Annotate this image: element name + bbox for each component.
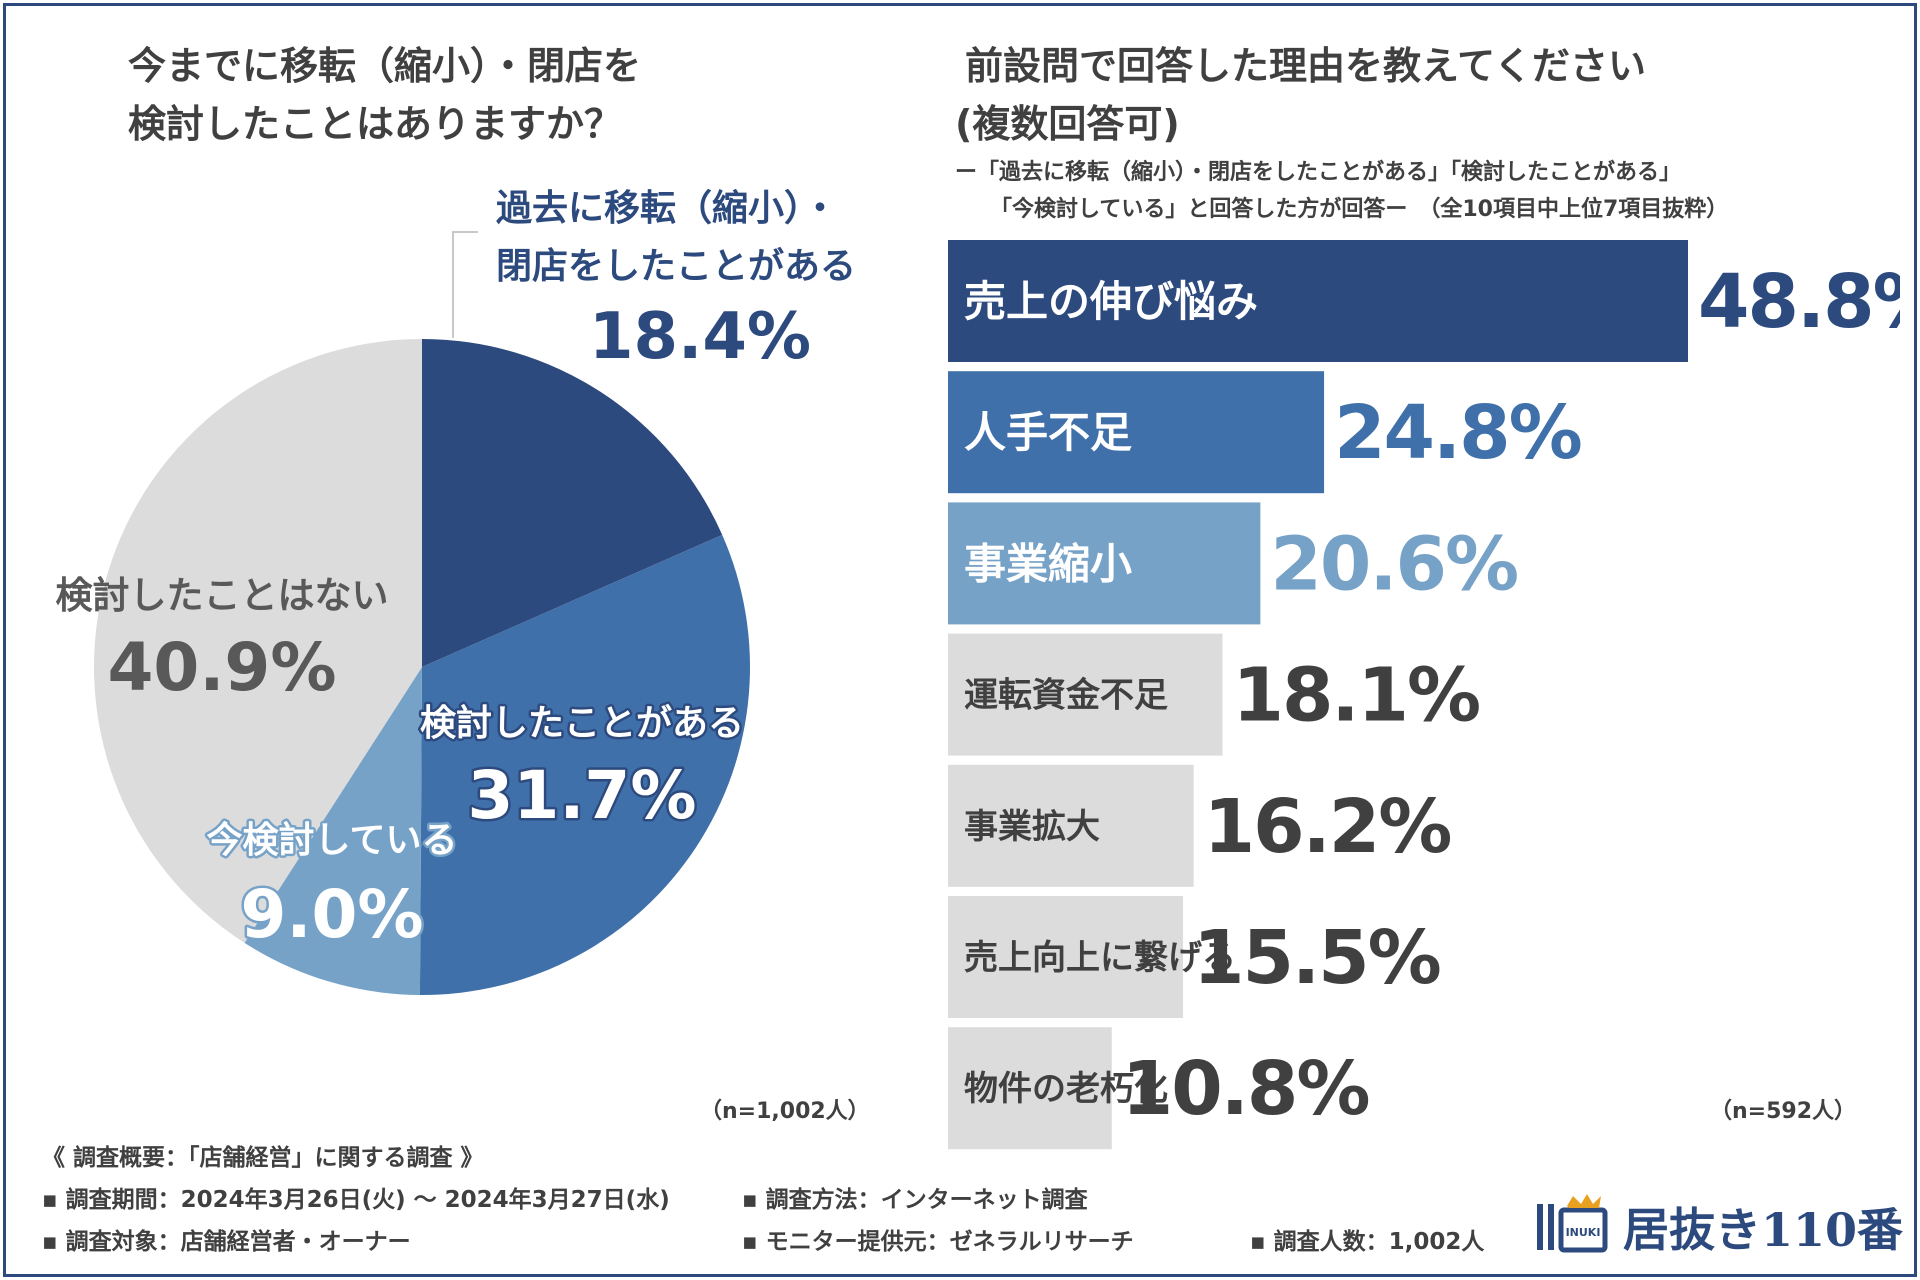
bar-value-5: 15.5%	[1193, 915, 1440, 1001]
bar-value-6: 10.8%	[1122, 1046, 1369, 1132]
bar-2	[948, 502, 1261, 625]
bar-1	[948, 371, 1325, 494]
bar-value-4: 16.2%	[1204, 784, 1451, 870]
pie-label-0-1: 閉店をしたことがある	[496, 246, 856, 287]
survey-period: ▪ 調査期間：2024年3月26日(火) 〜 2024年3月27日(水)	[42, 1187, 670, 1213]
bar-label-6: 物件の老朽化	[964, 1069, 1168, 1109]
logo-badge-text: INUKI	[1566, 1226, 1601, 1239]
pie-label-0-0: 過去に移転（縮小）・	[496, 188, 838, 229]
bar-value-3: 18.1%	[1232, 653, 1479, 739]
pie-slice-3	[93, 339, 423, 943]
bar-4	[948, 764, 1194, 887]
bar-5	[948, 896, 1184, 1018]
pie-chart: 過去に移転（縮小）・閉店をしたことがある 18.4% 検討したことがある 31.7%今…	[56, 188, 856, 995]
logo-text: 居抜き110番	[1623, 1203, 1904, 1257]
bar-3	[948, 633, 1223, 756]
pie-slice-2	[244, 667, 422, 995]
bar-6	[948, 1027, 1112, 1150]
bar-subtitle-line1: ー「過去に移転（縮小）・閉店をしたことがある」「検討したことがある」	[955, 160, 1682, 185]
bar-label-2: 事業縮小	[964, 539, 1132, 588]
infographic-frame	[3, 3, 1917, 1277]
pie-value-3: 40.9%	[108, 629, 337, 706]
pie-leader-line	[452, 231, 478, 338]
brand-logo: INUKI 居抜き110番	[1535, 1192, 1903, 1257]
survey-title: 《 調査概要：「店舗経営」に関する調査 》	[42, 1145, 484, 1171]
bar-label-3: 運転資金不足	[964, 676, 1168, 716]
bar-value-1: 24.8%	[1334, 390, 1581, 476]
bar-value-2: 20.6%	[1270, 521, 1517, 607]
survey-provider: ▪ モニター提供元：ゼネラルリサーチ	[742, 1229, 1134, 1255]
pie-slice-1	[419, 534, 750, 995]
pie-sample-size: （n=1,002人）	[700, 1099, 870, 1124]
bar-sample-size: （n=592人）	[1710, 1099, 1857, 1124]
pie-label-2-0: 今検討している	[207, 820, 458, 861]
pie-label-3-0: 検討したことはない	[56, 574, 389, 617]
bar-chart: 売上の伸び悩み 48.8% 人手不足 24.8% 事業縮小 20.6% 運転資金不足 18.1…	[948, 240, 1900, 1150]
bar-0	[948, 240, 1688, 362]
pie-slice-0	[422, 339, 723, 667]
bar-label-0: 売上の伸び悩み	[964, 277, 1258, 326]
pie-title-line1: 今までに移転（縮小）・閉店を	[128, 44, 642, 88]
bar-label-5: 売上向上に繋げる	[964, 938, 1236, 978]
pie-label-1-0: 検討したことがある	[420, 703, 744, 744]
bar-label-1: 人手不足	[964, 408, 1132, 457]
pie-value-0: 18.4%	[589, 300, 811, 374]
survey-method: ▪ 調査方法：インターネット調査	[742, 1187, 1088, 1213]
pie-value-2: 9.0%	[240, 876, 423, 953]
survey-target: ▪ 調査対象：店舗経営者・オーナー	[42, 1229, 411, 1255]
logo-mark-icon: INUKI	[1537, 1194, 1608, 1253]
pie-value-1: 31.7%	[468, 757, 697, 834]
bar-value-0: 48.8%	[1698, 259, 1900, 345]
bar-title-line1: 前設問で回答した理由を教えてください	[965, 44, 1646, 88]
bar-title-line2: (複数回答可)	[955, 102, 1180, 146]
bar-label-4: 事業拡大	[964, 807, 1100, 847]
pie-title-line2: 検討したことはありますか？	[128, 102, 623, 146]
survey-count: ▪ 調査人数：1,002人	[1250, 1229, 1485, 1255]
bar-subtitle-line2: 「今検討している」と回答した方が回答ー （全10項目中上位7項目抜粋）	[990, 197, 1729, 222]
